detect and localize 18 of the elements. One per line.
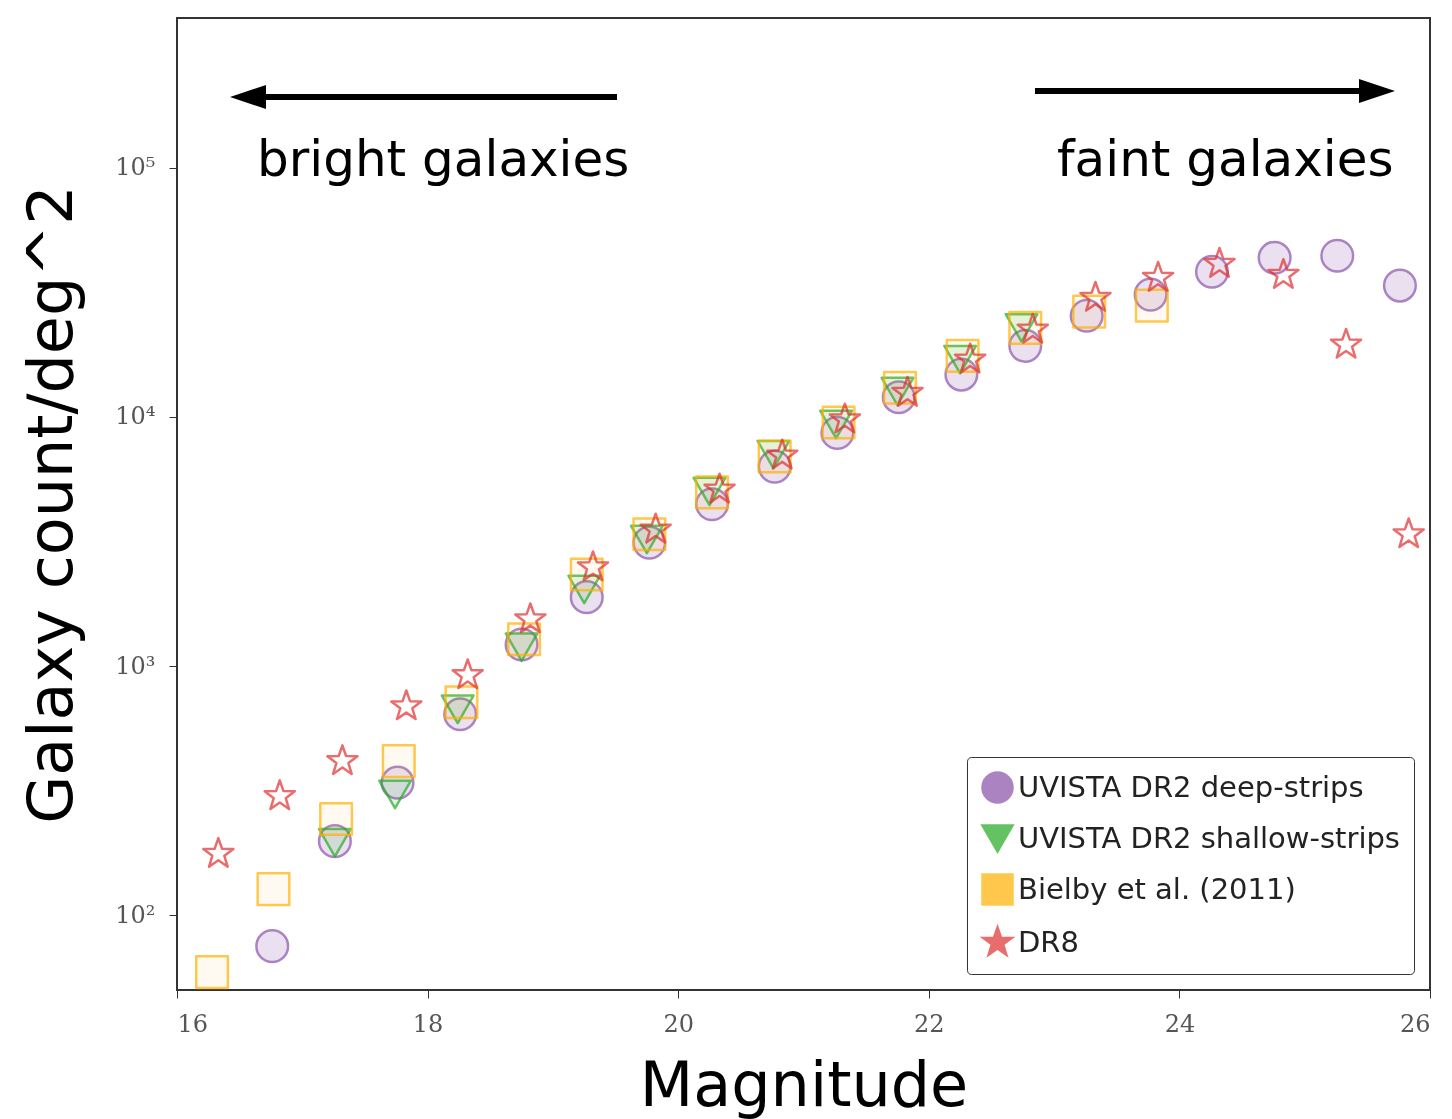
y-tick-label: 10² [115, 900, 156, 929]
annotation: bright galaxies [257, 130, 630, 188]
y-axis-title: Galaxy count/deg^2 [14, 185, 88, 824]
x-tick-label: 18 [412, 1009, 444, 1038]
legend-label: Bielby et al. (2011) [1018, 871, 1296, 906]
legend-label: UVISTA DR2 shallow-strips [1018, 820, 1400, 855]
y-tick-label: 10⁴ [115, 402, 156, 431]
annotation: faint galaxies [1057, 130, 1394, 188]
x-tick-label: 16 [177, 1009, 209, 1038]
x-tick-label: 26 [1399, 1009, 1431, 1038]
x-tick-label: 24 [1164, 1009, 1196, 1038]
x-axis-title: Magnitude [639, 1047, 969, 1119]
y-tick-label: 10⁵ [115, 153, 156, 182]
y-tick-label: 10³ [115, 651, 156, 680]
legend-label: UVISTA DR2 deep-strips [1018, 769, 1364, 804]
x-tick-label: 22 [914, 1009, 945, 1038]
legend-label: DR8 [1018, 924, 1079, 959]
x-tick-label: 20 [663, 1009, 694, 1038]
